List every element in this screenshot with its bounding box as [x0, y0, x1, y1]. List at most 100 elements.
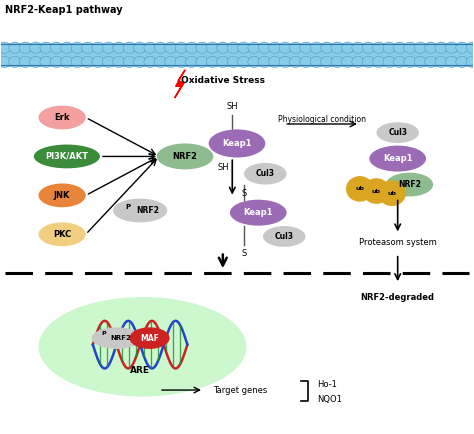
Circle shape — [113, 42, 125, 53]
Circle shape — [346, 177, 373, 201]
Circle shape — [279, 42, 292, 53]
Circle shape — [144, 56, 156, 68]
Text: NQO1: NQO1 — [318, 395, 342, 404]
Ellipse shape — [113, 199, 167, 222]
Circle shape — [9, 42, 21, 53]
Text: NRF2-Keap1 pathway: NRF2-Keap1 pathway — [5, 5, 123, 15]
Circle shape — [134, 56, 146, 68]
Circle shape — [352, 56, 364, 68]
Circle shape — [40, 42, 52, 53]
Circle shape — [373, 42, 385, 53]
Circle shape — [456, 42, 468, 53]
Text: Cul3: Cul3 — [256, 169, 275, 178]
Text: ub: ub — [356, 186, 365, 191]
Text: S: S — [241, 249, 246, 258]
Circle shape — [248, 42, 260, 53]
Circle shape — [269, 42, 281, 53]
Circle shape — [227, 56, 239, 68]
Text: Keap1: Keap1 — [222, 139, 252, 148]
Circle shape — [320, 42, 333, 53]
Circle shape — [61, 42, 73, 53]
Circle shape — [290, 42, 302, 53]
Text: ARE: ARE — [130, 366, 150, 375]
Text: NRF2: NRF2 — [110, 335, 131, 341]
Text: MAF: MAF — [140, 334, 159, 342]
Circle shape — [71, 42, 83, 53]
Circle shape — [393, 42, 406, 53]
Text: Keap1: Keap1 — [244, 208, 273, 217]
Ellipse shape — [376, 122, 419, 143]
Circle shape — [352, 42, 364, 53]
Circle shape — [196, 42, 208, 53]
Circle shape — [425, 42, 437, 53]
Circle shape — [185, 56, 198, 68]
Text: S: S — [241, 189, 246, 198]
Circle shape — [362, 42, 374, 53]
Circle shape — [175, 42, 187, 53]
Ellipse shape — [244, 163, 287, 184]
Circle shape — [164, 42, 177, 53]
Circle shape — [0, 56, 10, 68]
Circle shape — [310, 56, 322, 68]
Circle shape — [414, 56, 427, 68]
Ellipse shape — [34, 145, 100, 168]
Circle shape — [363, 179, 390, 203]
Ellipse shape — [38, 222, 86, 246]
Circle shape — [102, 42, 115, 53]
Circle shape — [373, 56, 385, 68]
Ellipse shape — [230, 200, 287, 226]
Circle shape — [456, 56, 468, 68]
Ellipse shape — [38, 184, 86, 207]
Circle shape — [310, 42, 322, 53]
Circle shape — [29, 56, 42, 68]
Circle shape — [466, 42, 474, 53]
Circle shape — [341, 56, 354, 68]
Circle shape — [9, 56, 21, 68]
Circle shape — [227, 42, 239, 53]
Circle shape — [290, 56, 302, 68]
Circle shape — [123, 56, 136, 68]
Polygon shape — [174, 70, 185, 98]
Text: Ho-1: Ho-1 — [318, 380, 337, 389]
Circle shape — [82, 42, 94, 53]
Text: JNK: JNK — [54, 191, 70, 200]
Text: ub: ub — [388, 191, 396, 196]
Text: Physiological condition: Physiological condition — [278, 115, 366, 124]
Circle shape — [144, 42, 156, 53]
Circle shape — [102, 56, 115, 68]
Text: Keap1: Keap1 — [383, 154, 412, 163]
Circle shape — [123, 42, 136, 53]
Circle shape — [217, 56, 229, 68]
Text: NRF2: NRF2 — [136, 206, 159, 215]
Text: SH: SH — [227, 102, 238, 111]
Circle shape — [383, 42, 395, 53]
Circle shape — [61, 56, 73, 68]
Circle shape — [50, 42, 63, 53]
Circle shape — [300, 56, 312, 68]
Circle shape — [40, 56, 52, 68]
Circle shape — [71, 56, 83, 68]
Ellipse shape — [38, 297, 246, 397]
Circle shape — [237, 42, 250, 53]
Circle shape — [113, 56, 125, 68]
Ellipse shape — [38, 105, 86, 129]
Text: PI3K/AKT: PI3K/AKT — [46, 152, 88, 161]
Ellipse shape — [386, 173, 433, 197]
Circle shape — [383, 56, 395, 68]
Text: PKC: PKC — [53, 230, 71, 239]
Ellipse shape — [369, 146, 426, 171]
Text: Oxidative Stress: Oxidative Stress — [181, 76, 265, 85]
Text: Target genes: Target genes — [213, 385, 268, 395]
Circle shape — [435, 56, 447, 68]
Circle shape — [155, 56, 166, 68]
Circle shape — [217, 42, 229, 53]
Circle shape — [0, 42, 10, 53]
Circle shape — [134, 42, 146, 53]
Circle shape — [175, 56, 187, 68]
Text: P: P — [126, 204, 131, 210]
Circle shape — [279, 56, 292, 68]
Circle shape — [258, 42, 271, 53]
Circle shape — [206, 42, 219, 53]
Ellipse shape — [263, 226, 306, 247]
Text: Cul3: Cul3 — [275, 232, 294, 241]
